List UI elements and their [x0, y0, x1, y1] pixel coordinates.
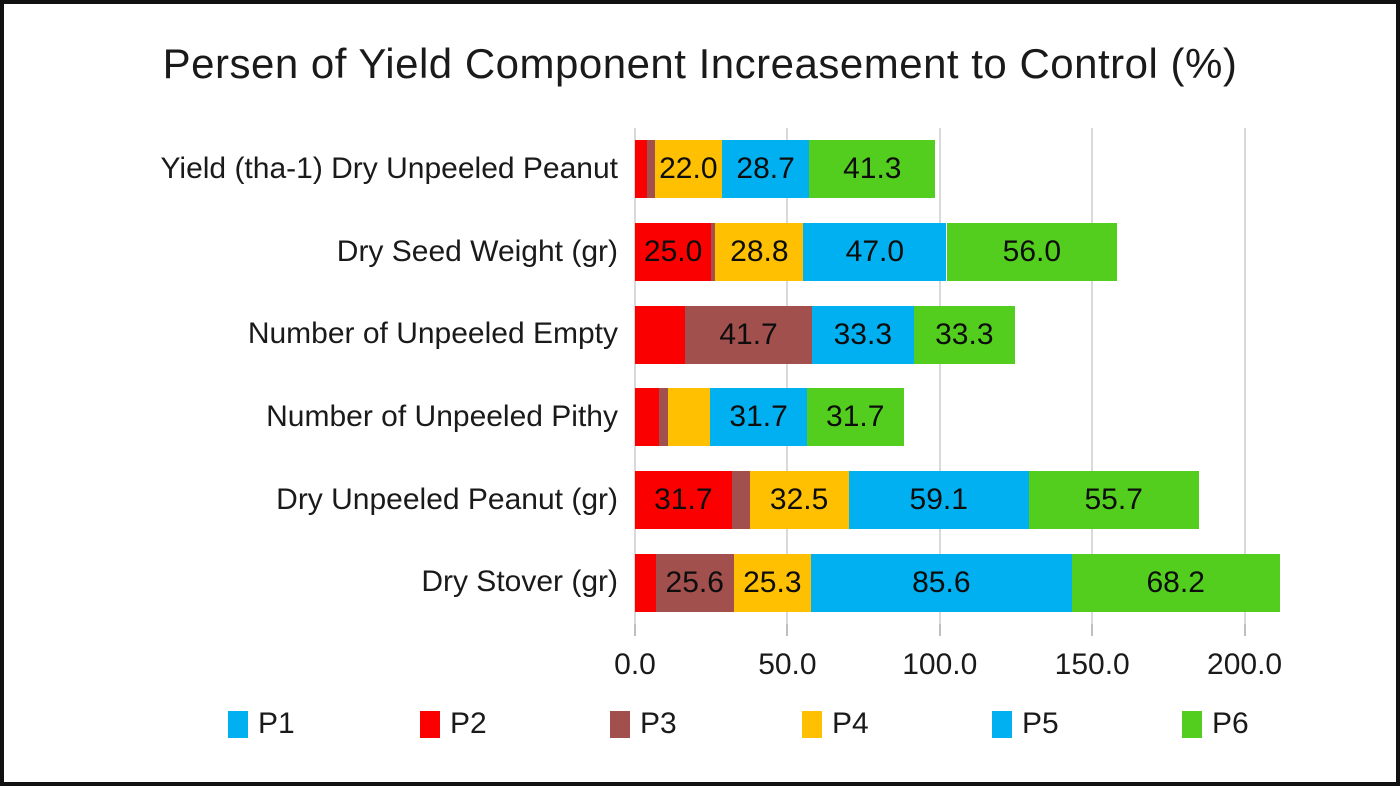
bar-segment-P4: 28.8: [715, 223, 804, 281]
gridline: [938, 128, 941, 624]
legend-swatch-P6: [1182, 710, 1202, 738]
legend-swatch-P2: [420, 710, 440, 738]
segment-value-label: 25.3: [743, 565, 802, 599]
legend-item-P3: P3: [610, 706, 677, 742]
bar-segment-P2: 25.0: [635, 223, 712, 281]
segment-value-label: 33.3: [935, 317, 994, 351]
category-label: Dry Stover (gr): [421, 565, 618, 599]
bar-segment-P2: [635, 305, 685, 364]
tick-mark: [1243, 624, 1246, 636]
segment-value-label: 32.5: [769, 483, 829, 516]
bar-segment-P3: [658, 388, 669, 447]
segment-value-label: 56.0: [1002, 235, 1062, 268]
bar-segment-P3: 41.7: [684, 305, 813, 364]
segment-value-label: 31.7: [729, 400, 788, 434]
bar-segment-P2: [635, 140, 648, 199]
segment-value-label: 33.3: [833, 317, 893, 351]
category-label: Number of Unpeeled Empty: [247, 317, 618, 351]
bar-segment-P3: [647, 140, 655, 199]
bar-segment-P4: 25.3: [733, 553, 811, 612]
segment-value-label: 85.6: [912, 565, 971, 599]
bar-segment-P5: 85.6: [810, 553, 1072, 612]
bar-segment-P3: 25.6: [655, 553, 734, 612]
category-label: Number of Unpeeled Pithy: [266, 400, 618, 433]
bar-segment-P2: 31.7: [635, 471, 732, 529]
bar-segment-P5: 33.3: [812, 305, 914, 364]
gridline: [1243, 128, 1246, 624]
bar-segment-P6: 55.7: [1028, 471, 1199, 529]
category-label: Yield (tha-1) Dry Unpeeled Peanut: [160, 152, 618, 185]
segment-value-label: 47.0: [845, 235, 905, 268]
bar-segment-P2: [635, 553, 656, 612]
tick-mark: [634, 624, 636, 636]
legend-label: P5: [1022, 707, 1059, 740]
gridline: [786, 128, 789, 624]
segment-value-label: 28.7: [736, 152, 795, 186]
legend-item-P4: P4: [802, 706, 869, 742]
segment-value-label: 59.1: [909, 483, 968, 516]
legend-label: P2: [450, 707, 487, 740]
legend-swatch-P4: [802, 710, 822, 738]
legend-label: P4: [832, 707, 869, 740]
legend-item-P5: P5: [992, 706, 1059, 742]
tick-mark: [1091, 624, 1094, 636]
legend-label: P6: [1212, 707, 1249, 740]
legend-swatch-P5: [992, 710, 1012, 738]
bar-segment-P3: [731, 471, 750, 529]
category-label: Dry Unpeeled Peanut (gr): [276, 482, 618, 516]
bar-segment-P6: 68.2: [1071, 553, 1280, 612]
x-axis-tick-label: 0.0: [614, 648, 656, 681]
x-axis-tick-label: 100.0: [902, 648, 978, 681]
x-axis-tick-label: 150.0: [1054, 648, 1130, 681]
segment-value-label: 55.7: [1084, 483, 1143, 516]
category-label: Dry Seed Weight (gr): [336, 234, 618, 268]
tick-mark: [938, 624, 941, 636]
legend-swatch-P1: [228, 710, 248, 738]
segment-value-label: 25.6: [665, 565, 724, 599]
gridline: [1396, 128, 1398, 624]
legend-label: P1: [258, 707, 295, 740]
segment-value-label: 28.8: [730, 235, 789, 268]
legend-swatch-P3: [610, 710, 630, 738]
x-axis-tick-label: 50.0: [758, 648, 817, 681]
tick-mark: [786, 624, 789, 636]
segment-value-label: 41.7: [719, 317, 778, 351]
bar-segment-P5: 28.7: [721, 140, 810, 199]
bar-segment-P5: 31.7: [710, 388, 807, 447]
bar-segment-P4: 22.0: [654, 140, 722, 199]
bar-segment-P3: [711, 223, 716, 281]
segment-value-label: 68.2: [1146, 565, 1205, 599]
bar-segment-P5: 59.1: [848, 471, 1029, 529]
chart-title: Persen of Yield Component Increasement t…: [162, 40, 1238, 87]
legend-item-P6: P6: [1182, 706, 1249, 742]
x-axis-tick-label: 200.0: [1207, 648, 1283, 681]
segment-value-label: 31.7: [654, 483, 713, 516]
gridline: [1091, 128, 1094, 624]
legend-item-P2: P2: [420, 706, 487, 742]
bar-segment-P6: 56.0: [946, 223, 1118, 281]
gridline: [634, 128, 636, 624]
bar-segment-P4: [668, 388, 711, 447]
legend-label: P3: [640, 707, 677, 740]
bar-segment-P4: 32.5: [749, 471, 849, 529]
segment-value-label: 22.0: [659, 152, 718, 186]
legend-item-P1: P1: [228, 706, 295, 742]
legend: P1 P2 P3 P4 P5 P6: [4, 706, 1396, 746]
bar-segment-P6: 31.7: [806, 388, 904, 447]
segment-value-label: 25.0: [643, 235, 703, 268]
bar-segment-P6: 41.3: [809, 140, 936, 199]
bar-segment-P2: [635, 388, 659, 447]
plot-area: 22.0 28.7 41.3 25.0 28.8 47.0 56.0 41.7 33.3 33.3…: [634, 128, 1398, 636]
bar-segment-P6: 33.3: [913, 305, 1016, 364]
segment-value-label: 31.7: [826, 400, 885, 434]
segment-value-label: 41.3: [843, 152, 902, 186]
bar-segment-P5: 47.0: [803, 223, 947, 281]
